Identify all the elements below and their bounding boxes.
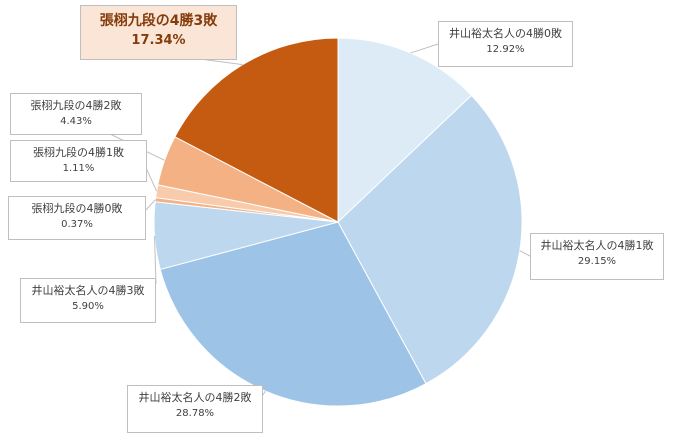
data-label-value: 5.90% bbox=[72, 301, 104, 312]
data-label-value: 12.92% bbox=[486, 44, 525, 55]
data-label: 井山裕太名人の4勝3敗 5.90% bbox=[20, 278, 156, 323]
data-label: 張栩九段の4勝3敗 17.34% bbox=[80, 5, 237, 60]
data-label-category: 井山裕太名人の4勝3敗 bbox=[31, 284, 145, 297]
pie-slice bbox=[174, 37, 339, 223]
leader-line bbox=[154, 235, 157, 285]
data-label-value: 0.37% bbox=[61, 219, 93, 230]
data-label-category: 井山裕太名人の4勝2敗 bbox=[138, 391, 252, 404]
leader-line bbox=[262, 390, 266, 396]
data-label-value: 1.11% bbox=[62, 163, 95, 174]
data-label-value: 17.34% bbox=[131, 33, 186, 48]
leader-line bbox=[410, 43, 439, 54]
data-label-category: 張栩九段の4勝1敗 bbox=[33, 146, 124, 159]
data-label-value: 29.15% bbox=[577, 256, 617, 267]
data-label-category: 張栩九段の4勝3敗 bbox=[99, 13, 218, 29]
data-label-value: 28.78% bbox=[175, 408, 215, 419]
data-label-category: 張栩九段の4勝0敗 bbox=[31, 202, 123, 215]
data-label: 井山裕太名人の4勝2敗 28.78% bbox=[127, 385, 263, 433]
data-label-category: 井山裕太名人の4勝1敗 bbox=[540, 239, 654, 252]
leader-line bbox=[146, 169, 158, 192]
data-label-category: 井山裕太名人の4勝0敗 bbox=[449, 27, 562, 40]
leader-line bbox=[519, 250, 531, 257]
pie-slice bbox=[337, 37, 473, 224]
data-label: 張栩九段の4勝1敗 1.11% bbox=[10, 140, 147, 182]
data-label: 張栩九段の4勝0敗 0.37% bbox=[8, 196, 146, 240]
data-label: 井山裕太名人の4勝0敗 12.92% bbox=[438, 21, 573, 67]
data-label-category: 張栩九段の4勝2敗 bbox=[30, 99, 122, 112]
leader-line bbox=[145, 199, 156, 211]
data-label-value: 4.43% bbox=[60, 116, 92, 127]
data-label: 張栩九段の4勝2敗 4.43% bbox=[10, 93, 142, 135]
data-label: 井山裕太名人の4勝1敗 29.15% bbox=[530, 233, 664, 280]
